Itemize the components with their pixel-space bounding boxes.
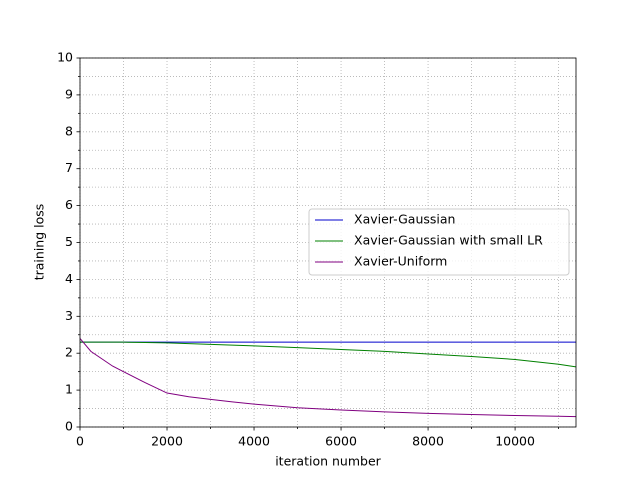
x-tick-label: 2000 bbox=[151, 434, 183, 449]
y-tick-label: 5 bbox=[65, 234, 73, 249]
legend-box bbox=[308, 208, 570, 276]
y-tick-label: 0 bbox=[65, 419, 73, 434]
y-tick-label: 1 bbox=[65, 382, 73, 397]
x-tick-label: 8000 bbox=[412, 434, 444, 449]
legend-label: Xavier-Gaussian with small LR bbox=[354, 233, 543, 248]
y-axis-label: training loss bbox=[32, 204, 47, 281]
y-tick-label: 4 bbox=[65, 271, 73, 286]
x-axis-label: iteration number bbox=[275, 454, 381, 469]
x-tick-label: 0 bbox=[76, 434, 84, 449]
x-tick-label: 6000 bbox=[325, 434, 357, 449]
y-tick-label: 7 bbox=[65, 160, 73, 175]
y-tick-label: 2 bbox=[65, 345, 73, 360]
series-line bbox=[79, 338, 577, 418]
x-tick-label: 10000 bbox=[495, 434, 535, 449]
legend-label: Xavier-Uniform bbox=[354, 254, 447, 269]
x-tick-label: 4000 bbox=[238, 434, 270, 449]
y-tick-label: 8 bbox=[65, 123, 73, 138]
plot-frame bbox=[79, 57, 577, 428]
y-tick-label: 3 bbox=[65, 308, 73, 323]
series-line bbox=[80, 341, 577, 368]
y-tick-label: 10 bbox=[57, 50, 73, 65]
y-tick-label: 9 bbox=[65, 86, 73, 101]
y-tick-label: 6 bbox=[65, 197, 73, 212]
legend-label: Xavier-Gaussian bbox=[354, 212, 455, 227]
